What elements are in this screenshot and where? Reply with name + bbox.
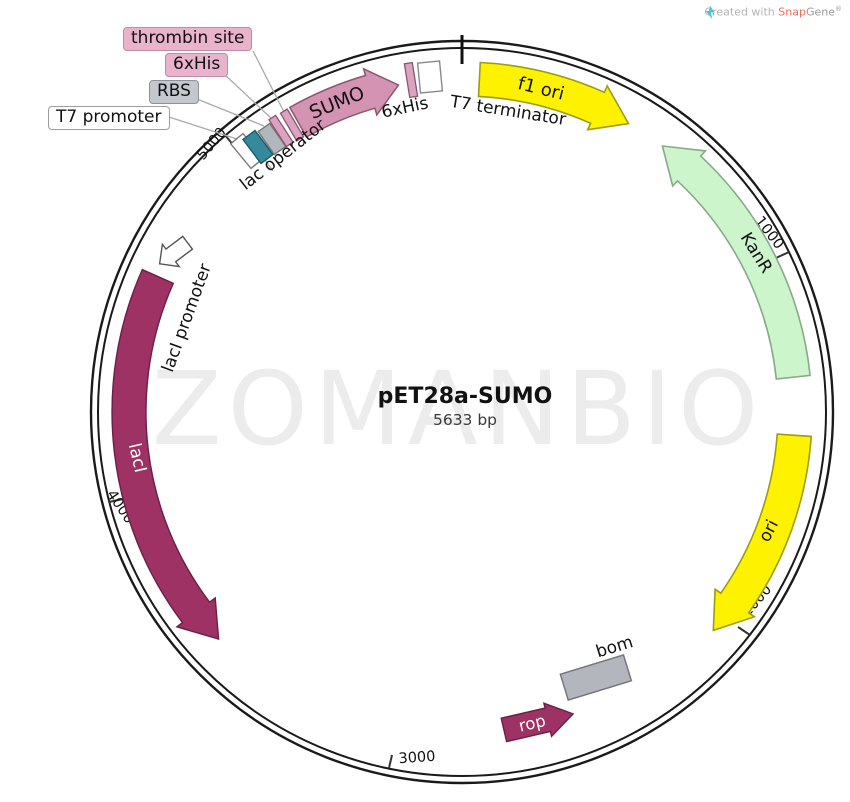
feature-rbs-box[interactable] (257, 122, 287, 156)
callout-line-his6 (222, 72, 273, 120)
plasmid-name: pET28a-SUMO (378, 384, 553, 409)
feature-kanr[interactable] (661, 145, 811, 380)
snapgene-credit: Created with SnapGene® (704, 5, 842, 19)
tick-2000 (737, 626, 751, 636)
tick-3000 (388, 754, 393, 769)
feature-his6-nterm-box[interactable] (268, 114, 294, 148)
feature-laci[interactable] (111, 268, 220, 641)
callout-line-lac-operator (264, 159, 274, 172)
feature-lac-operator-box[interactable] (242, 129, 274, 165)
feature-f1-ori[interactable] (477, 61, 630, 131)
credit-text: Created with SnapGene® (704, 5, 842, 19)
feature-sumo[interactable] (288, 67, 400, 139)
feature-thrombin-box[interactable] (279, 108, 305, 142)
feature-his6-cterm-box[interactable] (403, 61, 419, 99)
watermark-text: ZOMANBIO (152, 350, 765, 469)
callout-line-thrombin (252, 50, 285, 113)
tick-4000 (108, 498, 124, 503)
feature-ori[interactable] (712, 433, 813, 632)
callout-line-rbs (196, 98, 265, 127)
callout-t7-promoter[interactable]: T7 promoter (48, 106, 170, 130)
tick-1000 (775, 251, 790, 259)
feature-rop[interactable] (500, 697, 577, 746)
callout-thrombin-site[interactable]: thrombin site (123, 27, 253, 51)
tick-label-3000: 3000 (398, 749, 436, 768)
feature-t7-terminator-box[interactable] (416, 60, 444, 94)
callout-line-t7-promoter (168, 116, 238, 140)
plasmid-size: 5633 bp (433, 411, 497, 429)
feature-laci-promoter[interactable] (151, 232, 196, 275)
callout-rbs[interactable]: RBS (149, 80, 199, 104)
feature-bom[interactable] (559, 654, 633, 702)
callout-his6[interactable]: 6xHis (165, 53, 229, 77)
snapgene-icon (705, 5, 715, 19)
